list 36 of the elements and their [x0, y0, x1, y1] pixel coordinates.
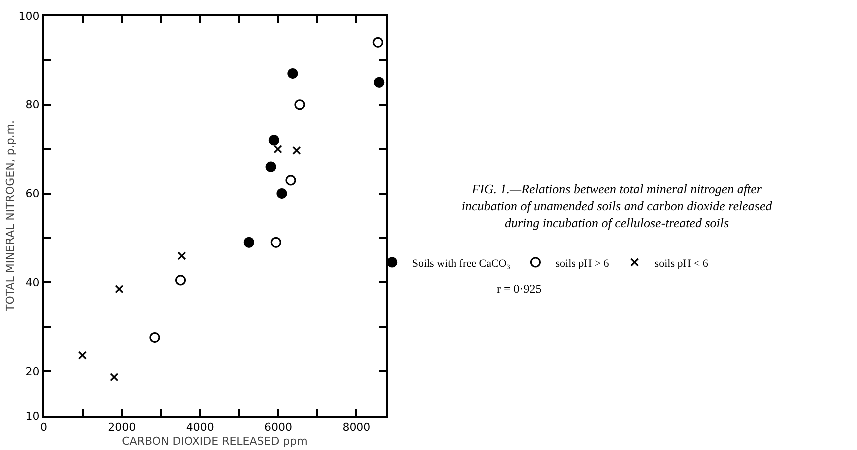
y-axis-title: TOTAL MINERAL NITROGEN, p.p.m. — [4, 120, 17, 313]
point — [268, 135, 280, 146]
point — [276, 188, 288, 200]
point — [288, 68, 298, 80]
y-tick-label: 60 — [26, 188, 40, 201]
x-axis-title: CARBON DIOXIDE RELEASED ppm — [122, 434, 308, 448]
y-tick-label: 100 — [18, 10, 40, 23]
point — [374, 77, 385, 88]
legend-label: Soils with free CaCO₃ — [412, 258, 511, 270]
point — [150, 332, 160, 344]
point — [294, 100, 306, 110]
point — [78, 351, 87, 360]
point — [115, 285, 124, 294]
y-tick-label: 80 — [26, 98, 40, 112]
text: FIG. 1.—Relations between total mineral nitrogen after incubation of unamended soils and carbon dioxide released during incubation of cellulose-treated soils — [462, 182, 773, 230]
point — [178, 252, 186, 260]
y-tick-label: 20 — [26, 365, 40, 378]
point — [176, 275, 186, 286]
x-tick-label: 4000 — [186, 421, 214, 434]
x-tick-label: 0 — [40, 421, 48, 434]
point — [372, 37, 384, 48]
point — [286, 175, 296, 186]
legend-label: soils pH > 6 — [556, 258, 610, 270]
x-tick-label: 2000 — [108, 421, 136, 434]
point — [244, 237, 254, 248]
y-tick-label: 10 — [26, 410, 40, 423]
point — [266, 162, 276, 172]
text: r = 0·925 — [497, 282, 542, 296]
y-tick-label: 40 — [26, 276, 40, 290]
point — [292, 146, 302, 155]
x-tick-label: 8000 — [342, 421, 371, 434]
legend-label: soils pH < 6 — [654, 258, 709, 270]
point — [270, 237, 282, 248]
point — [274, 145, 282, 154]
x-tick-label: 6000 — [264, 421, 293, 434]
point — [110, 373, 119, 382]
